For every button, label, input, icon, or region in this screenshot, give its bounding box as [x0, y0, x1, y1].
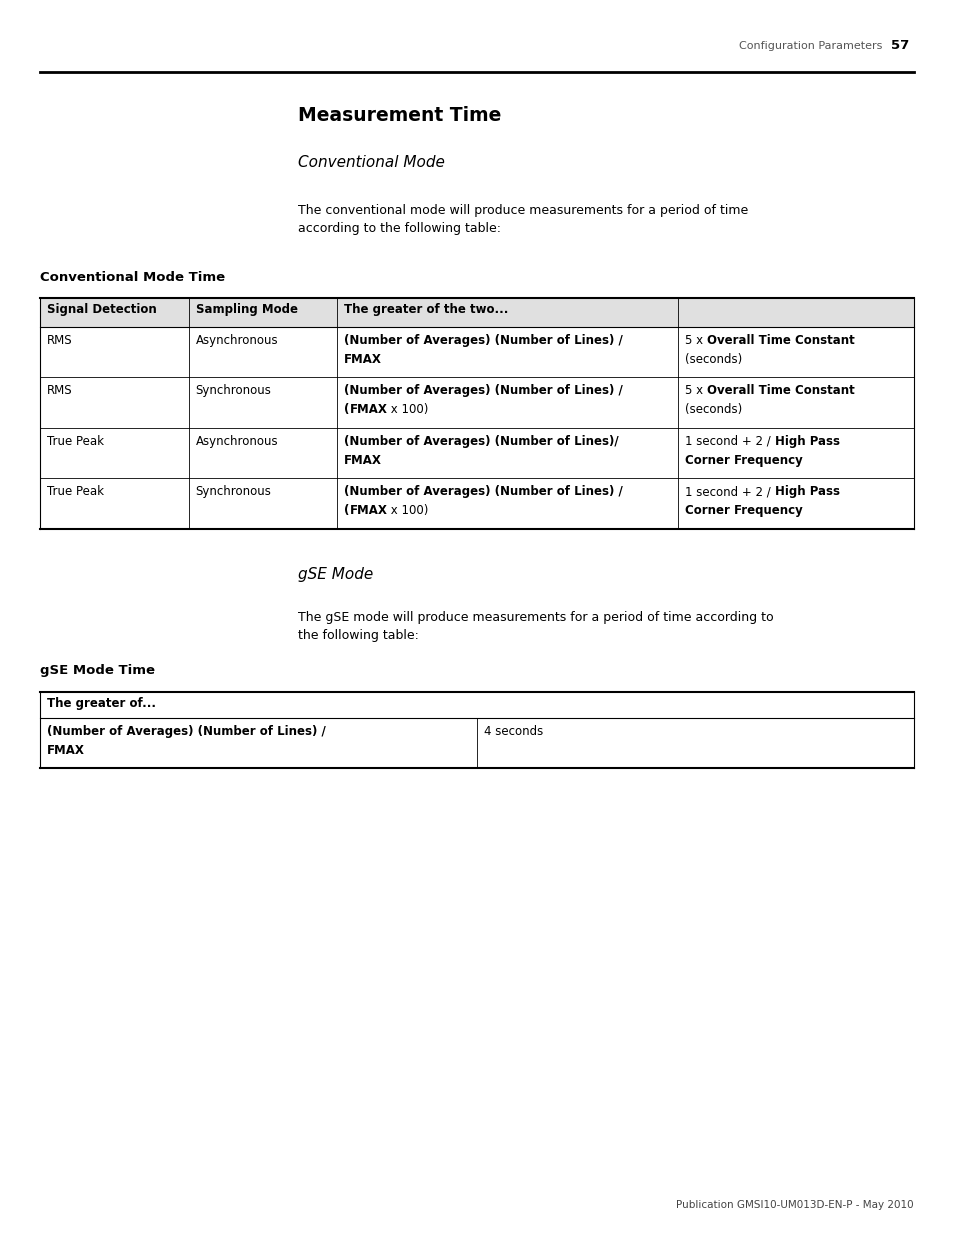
Text: Overall Time Constant: Overall Time Constant — [706, 384, 854, 396]
Text: gSE Mode Time: gSE Mode Time — [40, 663, 154, 677]
Text: Corner Frequency: Corner Frequency — [684, 453, 801, 467]
Text: Asynchronous: Asynchronous — [195, 435, 278, 447]
Text: 5 x: 5 x — [684, 333, 706, 347]
Text: FMAX: FMAX — [349, 403, 387, 416]
Text: The greater of...: The greater of... — [47, 697, 156, 709]
Text: FMAX: FMAX — [344, 352, 381, 366]
Text: True Peak: True Peak — [47, 435, 104, 447]
Text: Conventional Mode: Conventional Mode — [297, 156, 444, 170]
Text: High Pass: High Pass — [774, 485, 839, 498]
Text: x 100): x 100) — [387, 504, 428, 517]
Text: Sampling Mode: Sampling Mode — [195, 303, 297, 316]
Text: RMS: RMS — [47, 384, 72, 396]
Text: (Number of Averages) (Number of Lines) /: (Number of Averages) (Number of Lines) / — [344, 333, 622, 347]
Text: High Pass: High Pass — [774, 435, 839, 447]
Text: RMS: RMS — [47, 333, 72, 347]
Text: Overall Time Constant: Overall Time Constant — [706, 333, 854, 347]
Text: Asynchronous: Asynchronous — [195, 333, 278, 347]
Bar — [40, 298, 913, 326]
Text: Corner Frequency: Corner Frequency — [684, 504, 801, 517]
Text: 4 seconds: 4 seconds — [483, 725, 542, 737]
Text: 5 x: 5 x — [684, 384, 706, 396]
Text: Synchronous: Synchronous — [195, 384, 272, 396]
Text: FMAX: FMAX — [47, 743, 85, 757]
Text: Conventional Mode Time: Conventional Mode Time — [40, 270, 225, 284]
Text: (: ( — [344, 403, 349, 416]
Text: The greater of the two...: The greater of the two... — [344, 303, 508, 316]
Text: Publication GMSI10-UM013D-EN-P - May 2010: Publication GMSI10-UM013D-EN-P - May 201… — [676, 1200, 913, 1210]
Text: The conventional mode will produce measurements for a period of time
according t: The conventional mode will produce measu… — [297, 204, 747, 235]
Text: (Number of Averages) (Number of Lines) /: (Number of Averages) (Number of Lines) / — [344, 485, 622, 498]
Text: (seconds): (seconds) — [684, 403, 741, 416]
Text: (Number of Averages) (Number of Lines)/: (Number of Averages) (Number of Lines)/ — [344, 435, 618, 447]
Text: FMAX: FMAX — [349, 504, 387, 517]
Text: FMAX: FMAX — [344, 453, 381, 467]
Text: Signal Detection: Signal Detection — [47, 303, 156, 316]
Text: Measurement Time: Measurement Time — [297, 106, 501, 125]
Text: gSE Mode: gSE Mode — [297, 567, 373, 582]
Text: Synchronous: Synchronous — [195, 485, 272, 498]
Text: (: ( — [344, 504, 349, 517]
Text: Configuration Parameters: Configuration Parameters — [738, 41, 882, 51]
Text: x 100): x 100) — [387, 403, 428, 416]
Text: True Peak: True Peak — [47, 485, 104, 498]
Text: The gSE mode will produce measurements for a period of time according to
the fol: The gSE mode will produce measurements f… — [297, 610, 773, 641]
Text: (Number of Averages) (Number of Lines) /: (Number of Averages) (Number of Lines) / — [344, 384, 622, 396]
Text: 57: 57 — [890, 40, 908, 52]
Text: 1 second + 2 /: 1 second + 2 / — [684, 485, 774, 498]
Text: (seconds): (seconds) — [684, 352, 741, 366]
Text: 1 second + 2 /: 1 second + 2 / — [684, 435, 774, 447]
Text: (Number of Averages) (Number of Lines) /: (Number of Averages) (Number of Lines) / — [47, 725, 325, 737]
